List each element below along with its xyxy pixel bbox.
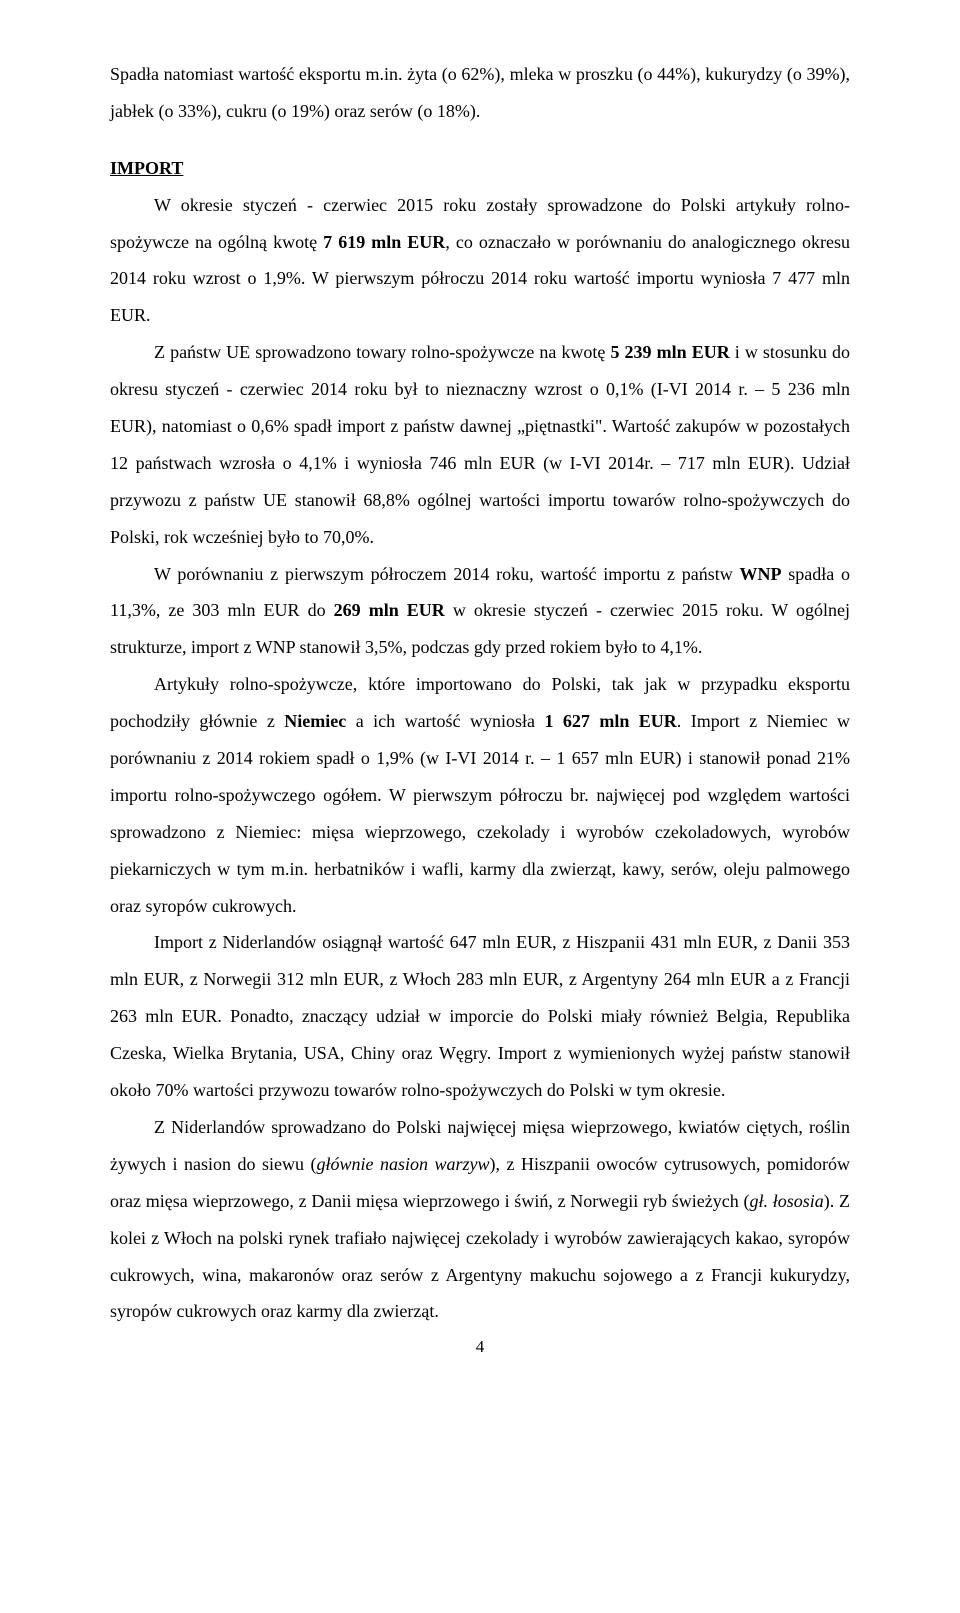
bold-germany: Niemiec <box>284 711 346 731</box>
bold-value-germany-import: 1 627 mln EUR <box>544 711 676 731</box>
document-page: Spadła natomiast wartość eksportu m.in. … <box>0 0 960 1395</box>
body-paragraph-4: Artykuły rolno-spożywcze, które importow… <box>110 666 850 924</box>
body-paragraph-6: Z Niderlandów sprowadzano do Polski najw… <box>110 1109 850 1330</box>
text-run: a ich wartość wyniosła <box>346 711 544 731</box>
body-paragraph-2: Z państw UE sprowadzono towary rolno-spo… <box>110 334 850 555</box>
text-run: Z państw UE sprowadzono towary rolno-spo… <box>154 342 610 362</box>
body-paragraph-3: W porównaniu z pierwszym półroczem 2014 … <box>110 556 850 667</box>
bold-wnp: WNP <box>739 564 781 584</box>
text-run: . Import z Niemiec w porównaniu z 2014 r… <box>110 711 850 915</box>
page-number: 4 <box>110 1338 850 1355</box>
bold-value-eu-import: 5 239 mln EUR <box>610 342 729 362</box>
italic-note-seeds: głównie nasion warzyw <box>317 1154 490 1174</box>
body-paragraph-5: Import z Niderlandów osiągnął wartość 64… <box>110 924 850 1108</box>
body-paragraph-1: W okresie styczeń - czerwiec 2015 roku z… <box>110 187 850 335</box>
bold-value-total-import: 7 619 mln EUR <box>323 232 445 252</box>
italic-note-salmon: gł. łososia <box>749 1191 823 1211</box>
section-heading-import: IMPORT <box>110 150 850 187</box>
bold-value-wnp-import: 269 mln EUR <box>334 600 445 620</box>
text-run: W porównaniu z pierwszym półroczem 2014 … <box>154 564 739 584</box>
text-run: i w stosunku do okresu styczeń - czerwie… <box>110 342 850 546</box>
intro-paragraph: Spadła natomiast wartość eksportu m.in. … <box>110 56 850 130</box>
